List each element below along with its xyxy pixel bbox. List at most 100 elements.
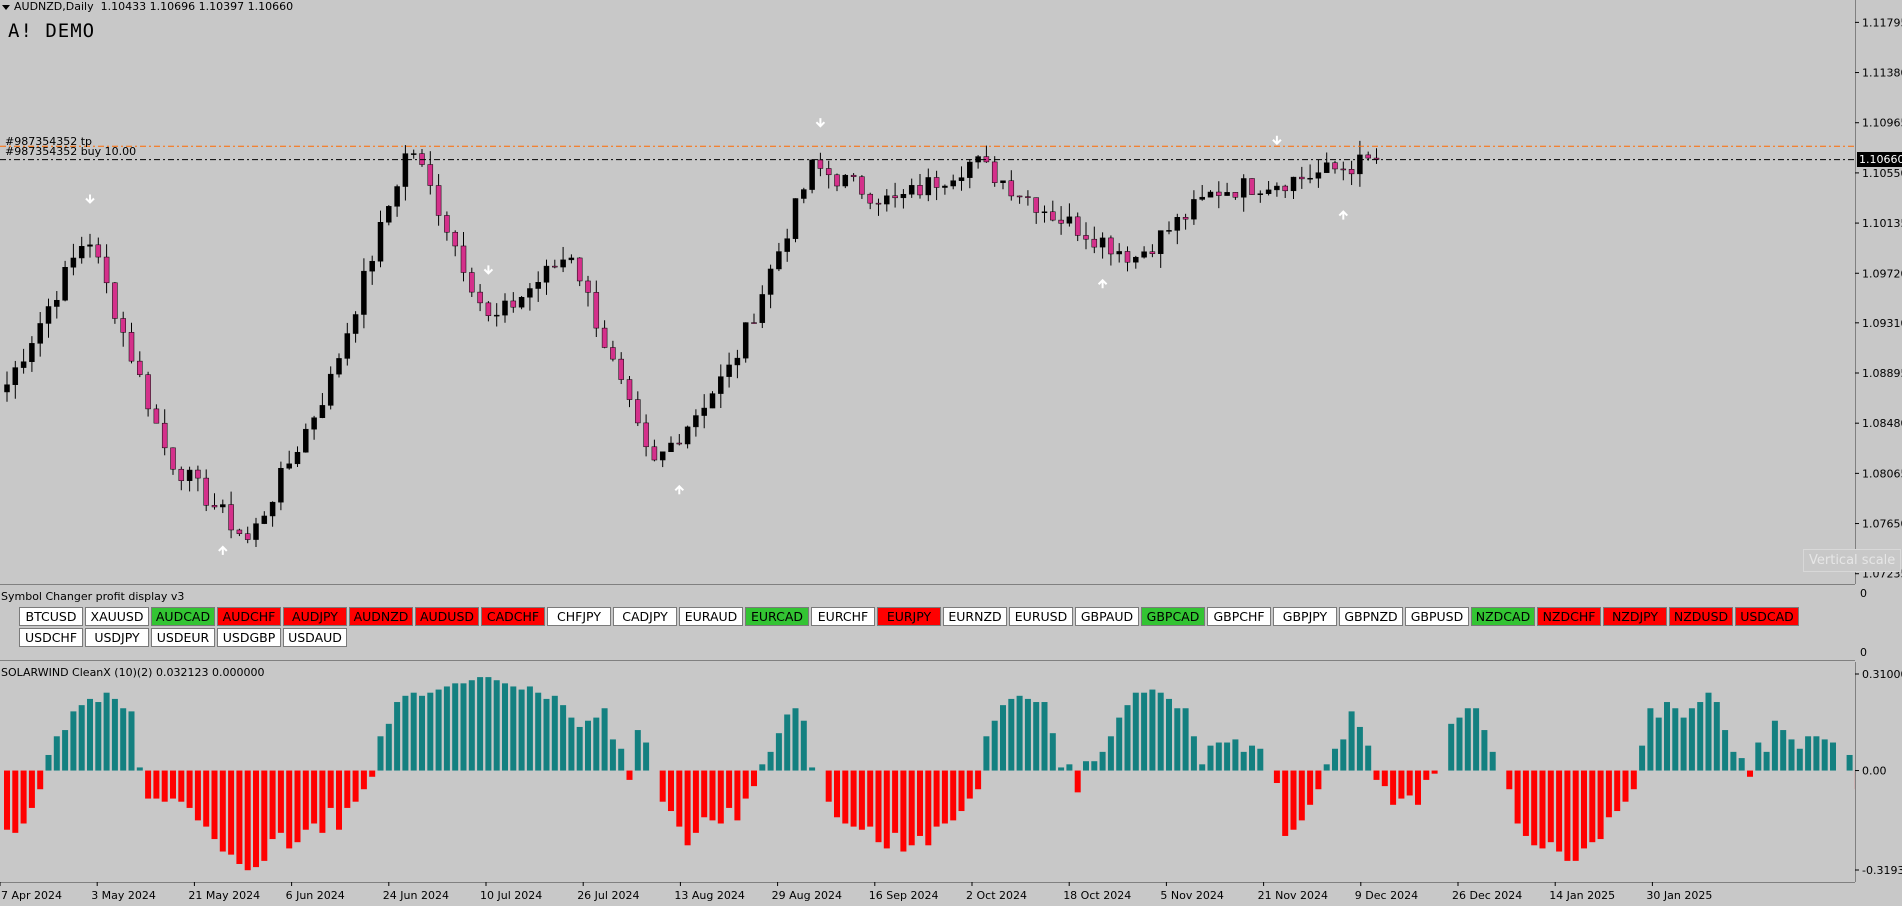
oscillator-bar — [1830, 742, 1836, 771]
oscillator-bar — [809, 767, 816, 771]
candle — [87, 233, 93, 258]
symbol-button-nzdchf[interactable]: NZDCHF — [1537, 607, 1601, 626]
candle — [1249, 178, 1255, 195]
candle — [195, 465, 201, 492]
candle — [842, 174, 849, 189]
tp-line-label: #987354352 tp — [5, 135, 92, 148]
symbol-button-btcusd[interactable]: BTCUSD — [19, 607, 83, 626]
symbol-button-usdjpy[interactable]: USDJPY — [85, 628, 149, 647]
symbol-button-xauusd[interactable]: XAUUSD — [85, 607, 149, 626]
symbol-button-audchf[interactable]: AUDCHF — [217, 607, 281, 626]
panel-separator[interactable] — [0, 584, 1855, 585]
symbol-button-usdeur[interactable]: USDEUR — [151, 628, 215, 647]
oscillator-bar — [12, 770, 19, 833]
oscillator-bar — [377, 736, 384, 771]
candle — [286, 450, 292, 470]
symbol-button-gbpusd[interactable]: GBPUSD — [1405, 607, 1469, 626]
candle — [54, 291, 60, 319]
candle — [1074, 212, 1081, 242]
oscillator-bar — [402, 695, 409, 771]
oscillator-bar — [427, 692, 434, 771]
oscillator-bar — [1747, 770, 1753, 777]
candle — [410, 149, 417, 159]
symbol-button-audcad[interactable]: AUDCAD — [151, 607, 215, 626]
symbol-button-usdchf[interactable]: USDCHF — [19, 628, 83, 647]
symbol-button-gbpnzd[interactable]: GBPNZD — [1339, 607, 1403, 626]
symbol-button-gbpcad[interactable]: GBPCAD — [1141, 607, 1205, 626]
candle — [1191, 190, 1197, 225]
oscillator-bar — [1174, 708, 1181, 771]
oscillator-bar — [1149, 689, 1156, 771]
oscillator-bar — [95, 702, 102, 771]
time-axis[interactable]: 17 Apr 2024 3 May 2024 21 May 2024 6 Jun 20… — [0, 882, 1855, 906]
price-chart[interactable] — [0, 0, 1855, 584]
time-tick-label: 16 Sep 2024 — [869, 889, 939, 902]
panel-separator[interactable] — [0, 660, 1855, 661]
oscillator-bar — [1307, 770, 1314, 805]
oscillator-bar — [1016, 695, 1023, 771]
oscillator-chart[interactable] — [0, 662, 1855, 882]
symbol-button-usdcad[interactable]: USDCAD — [1735, 607, 1799, 626]
symbol-button-nzdusd[interactable]: NZDUSD — [1669, 607, 1733, 626]
candle — [850, 173, 857, 182]
oscillator-bar — [1182, 708, 1189, 771]
oscillator-bar — [1298, 770, 1305, 821]
symbol-button-gbpaud[interactable]: GBPAUD — [1075, 607, 1139, 626]
price-scale[interactable]: 1.11795 1.11380 1.10965 1.10550 1.10135 1.097… — [1855, 0, 1902, 584]
oscillator-bar — [344, 770, 351, 808]
candle — [161, 409, 168, 456]
oscillator-bar — [1730, 751, 1737, 771]
candle — [601, 320, 608, 349]
symbol-button-eurusd[interactable]: EURUSD — [1009, 607, 1073, 626]
candle — [718, 364, 724, 409]
candle — [178, 466, 185, 491]
oscillator-bar — [62, 730, 69, 771]
symbol-button-eurnzd[interactable]: EURNZD — [943, 607, 1007, 626]
candle — [1265, 181, 1272, 196]
candle — [1274, 182, 1280, 197]
symbol-button-gbpjpy[interactable]: GBPJPY — [1273, 607, 1337, 626]
symbol-button-nzdjpy[interactable]: NZDJPY — [1603, 607, 1667, 626]
oscillator-bar — [1041, 702, 1048, 771]
oscillator-bar — [1705, 692, 1712, 771]
symbol-button-usdgbp[interactable]: USDGBP — [217, 628, 281, 647]
collapse-triangle-icon[interactable] — [2, 4, 10, 10]
candle — [1141, 246, 1147, 259]
candle — [336, 353, 342, 378]
candle — [759, 285, 766, 329]
price-tick-label: 1.08480 — [1862, 417, 1902, 430]
price-tick-label: 1.11795 — [1862, 16, 1902, 29]
candle — [1240, 174, 1247, 212]
symbol-button-eurcad[interactable]: EURCAD — [745, 607, 809, 626]
symbol-button-cadjpy[interactable]: CADJPY — [613, 607, 677, 626]
symbol-button-usdaud[interactable]: USDAUD — [283, 628, 347, 647]
symbol-button-audusd[interactable]: AUDUSD — [415, 607, 479, 626]
candle — [618, 352, 624, 385]
oscillator-bar — [87, 698, 93, 771]
symbol-button-audnzd[interactable]: AUDNZD — [349, 607, 413, 626]
oscillator-bar — [1464, 708, 1471, 771]
symbol-button-eurjpy[interactable]: EURJPY — [877, 607, 941, 626]
symbol-button-audjpy[interactable]: AUDJPY — [283, 607, 347, 626]
candle — [435, 174, 442, 226]
time-tick-label: 24 Jun 2024 — [383, 889, 449, 902]
symbol-button-cadchf[interactable]: CADCHF — [481, 607, 545, 626]
symbol-button-chfjpy[interactable]: CHFJPY — [547, 607, 611, 626]
oscillator-bar — [1323, 764, 1330, 771]
candle — [867, 192, 873, 210]
candle — [294, 446, 301, 468]
candle — [1207, 190, 1214, 198]
symbol-button-euraud[interactable]: EURAUD — [679, 607, 743, 626]
oscillator-bar — [477, 677, 484, 771]
symbol-button-nzdcad[interactable]: NZDCAD — [1471, 607, 1535, 626]
oscillator-bar — [1664, 702, 1670, 771]
candle — [427, 151, 434, 195]
oscillator-bar — [319, 770, 326, 833]
candle — [37, 312, 43, 357]
symbol-button-eurchf[interactable]: EURCHF — [811, 607, 875, 626]
symbol-button-gbpchf[interactable]: GBPCHF — [1207, 607, 1271, 626]
oscillator-bar — [551, 695, 558, 771]
candle — [253, 517, 259, 547]
